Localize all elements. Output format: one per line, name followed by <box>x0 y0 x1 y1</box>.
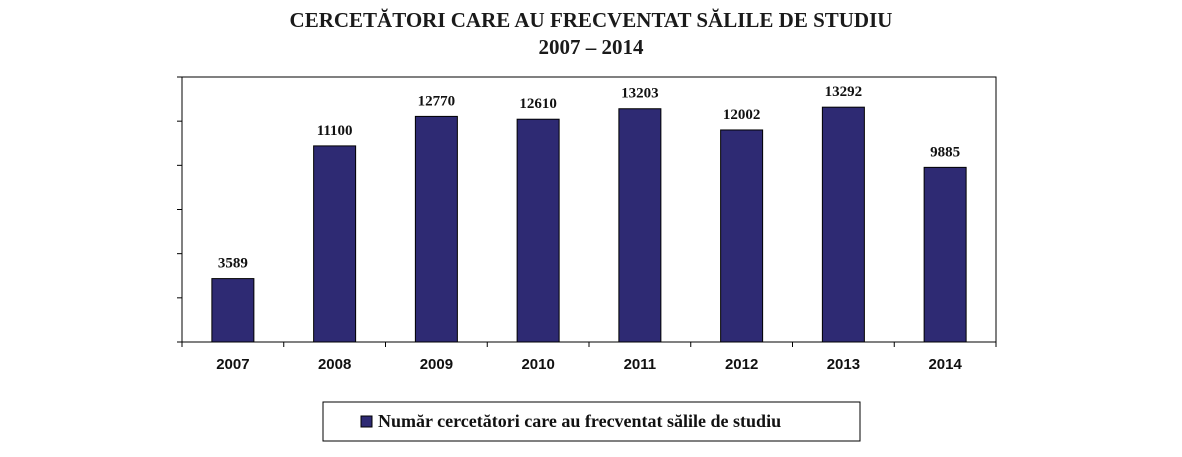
data-label-2013: 13292 <box>825 84 863 100</box>
bar-2010 <box>516 118 560 343</box>
bar-2011 <box>618 108 662 343</box>
x-tick-label-2014: 2014 <box>928 356 962 373</box>
bar-2012 <box>720 129 764 343</box>
legend: Număr cercetători care au frecventat săl… <box>322 401 861 442</box>
x-tick-label-2010: 2010 <box>521 356 554 373</box>
x-tick-label-2013: 2013 <box>827 356 860 373</box>
x-tick-label-2009: 2009 <box>420 356 453 373</box>
bars-group: 3589 11100 12770 12610 13203 12002 13292 9885 <box>211 84 967 343</box>
data-label-2014: 9885 <box>930 144 960 160</box>
legend-box <box>322 401 861 442</box>
data-label-2009: 12770 <box>418 93 456 109</box>
x-tick-label-2012: 2012 <box>725 356 758 373</box>
data-label-2010: 12610 <box>519 96 557 112</box>
plot-area-frame <box>181 76 997 343</box>
x-tick-label-2008: 2008 <box>318 356 351 373</box>
data-label-2011: 13203 <box>621 86 659 102</box>
data-label-2008: 11100 <box>317 123 353 139</box>
x-tick-label-2007: 2007 <box>216 356 249 373</box>
x-axis: 2007 2008 2009 2010 2011 2012 2013 2014 <box>181 342 997 373</box>
y-axis <box>177 76 182 343</box>
data-label-2012: 12002 <box>723 107 761 123</box>
bar-2013 <box>821 106 865 343</box>
bar-2014 <box>923 166 967 343</box>
legend-label: Număr cercetători care au frecventat săl… <box>378 411 781 431</box>
bar-2008 <box>313 145 357 343</box>
chart-title: CERCETĂTORI CARE AU FRECVENTAT SĂLILE DE… <box>290 8 893 32</box>
bar-2007 <box>211 278 255 343</box>
legend-swatch <box>360 415 373 428</box>
chart-subtitle: 2007 – 2014 <box>539 35 645 59</box>
bar-2009 <box>414 115 458 343</box>
x-tick-label-2011: 2011 <box>624 356 657 373</box>
data-label-2007: 3589 <box>218 256 248 272</box>
